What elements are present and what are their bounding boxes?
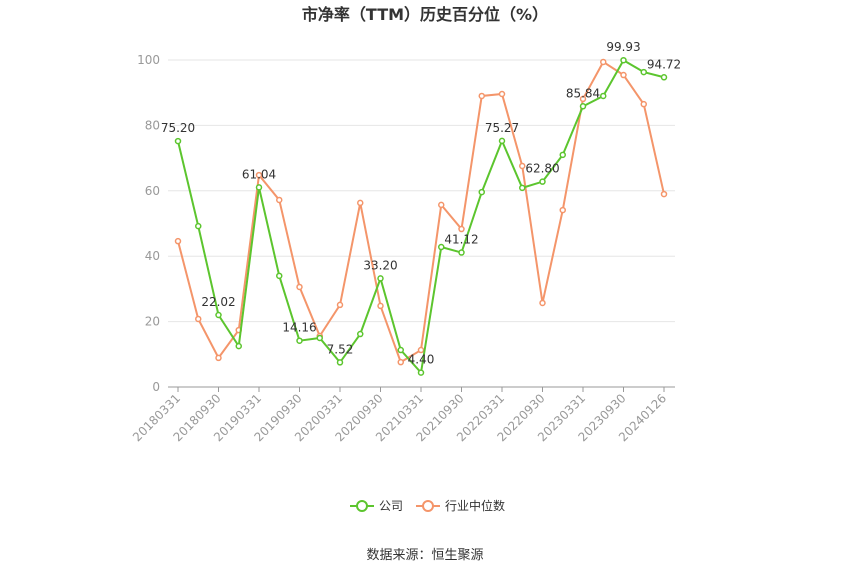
point bbox=[417, 346, 425, 354]
legend-marker bbox=[356, 500, 368, 512]
data-label: 99.93 bbox=[606, 40, 640, 54]
data-label: 4.40 bbox=[408, 353, 435, 367]
data-label: 33.20 bbox=[363, 258, 397, 272]
point bbox=[438, 201, 445, 209]
series-line bbox=[177, 60, 665, 364]
point bbox=[397, 358, 404, 366]
point bbox=[174, 137, 182, 145]
point bbox=[357, 330, 364, 338]
point bbox=[276, 196, 283, 204]
point bbox=[316, 334, 323, 342]
point bbox=[539, 299, 546, 307]
data-label: 94.72 bbox=[647, 57, 681, 71]
point bbox=[600, 58, 607, 66]
point bbox=[195, 222, 202, 230]
source: 数据来源：恒生聚源 bbox=[366, 548, 483, 563]
legend-label: 行业中位数 bbox=[445, 498, 505, 513]
point bbox=[478, 188, 485, 196]
y-tick-label: 40 bbox=[145, 249, 160, 263]
point bbox=[276, 272, 283, 280]
data-label: 75.20 bbox=[161, 121, 195, 135]
series-line bbox=[177, 58, 665, 375]
point bbox=[519, 184, 526, 192]
point bbox=[620, 56, 627, 64]
point bbox=[336, 301, 344, 309]
y-tick-label: 60 bbox=[145, 184, 160, 198]
point bbox=[498, 137, 506, 145]
y-tick-label: 80 bbox=[145, 118, 160, 132]
y-tick-label: 0 bbox=[152, 380, 160, 394]
point bbox=[559, 206, 566, 214]
point bbox=[620, 71, 627, 79]
data-label: 41.12 bbox=[444, 233, 478, 247]
point bbox=[377, 302, 384, 310]
data-label: 62.80 bbox=[525, 162, 559, 176]
point bbox=[539, 178, 546, 185]
point bbox=[255, 171, 263, 179]
point bbox=[397, 346, 404, 354]
data-label: 14.16 bbox=[282, 321, 316, 335]
point bbox=[660, 74, 668, 81]
point bbox=[235, 342, 242, 350]
point bbox=[336, 359, 344, 366]
point bbox=[519, 162, 526, 170]
y-tick-label: 100 bbox=[137, 53, 160, 67]
point bbox=[559, 151, 566, 159]
point bbox=[215, 311, 222, 319]
point bbox=[478, 92, 485, 100]
point bbox=[215, 354, 222, 362]
point bbox=[600, 92, 607, 100]
point bbox=[458, 225, 465, 233]
point bbox=[498, 90, 506, 98]
point bbox=[377, 275, 384, 282]
point bbox=[579, 95, 587, 103]
point bbox=[438, 243, 445, 251]
point bbox=[195, 315, 202, 323]
point bbox=[296, 283, 303, 291]
point bbox=[255, 184, 263, 191]
data-label: 7.52 bbox=[327, 342, 354, 356]
point bbox=[174, 237, 182, 245]
data-label: 85.84 bbox=[566, 86, 600, 100]
chart-title: 市净率（TTM）历史百分位（%） bbox=[302, 5, 548, 24]
point bbox=[296, 337, 303, 344]
data-label: 22.02 bbox=[201, 295, 235, 309]
point bbox=[357, 199, 364, 207]
data-label: 75.27 bbox=[485, 121, 519, 135]
legend-label: 公司 bbox=[379, 499, 403, 513]
legend-marker bbox=[422, 500, 434, 512]
y-tick-label: 20 bbox=[145, 315, 160, 329]
point bbox=[417, 369, 425, 376]
point bbox=[579, 103, 587, 110]
point bbox=[660, 190, 668, 198]
data-label: 61.04 bbox=[242, 167, 276, 181]
point bbox=[640, 100, 647, 108]
point bbox=[458, 249, 465, 256]
point bbox=[640, 68, 647, 76]
